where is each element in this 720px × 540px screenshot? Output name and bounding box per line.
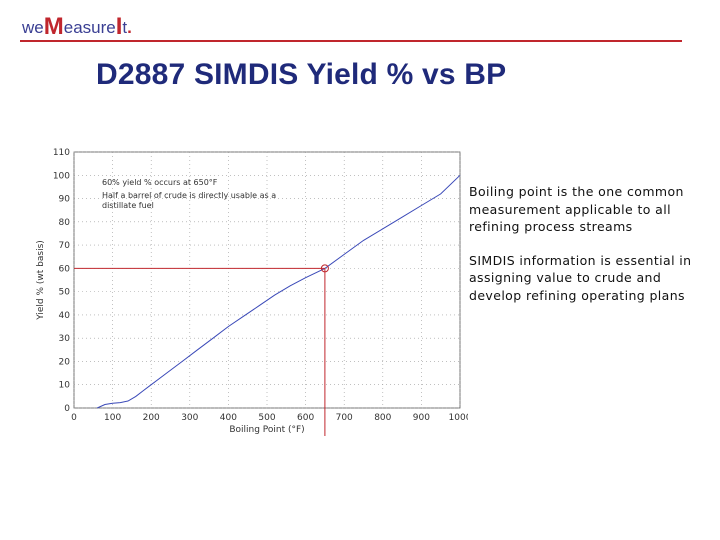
- x-tick-label: 900: [413, 413, 430, 423]
- bullet-simdis-info: SIMDIS information is essential in assig…: [469, 252, 692, 303]
- logo-letter-i: I: [115, 13, 123, 40]
- x-tick-label: 0: [71, 413, 77, 423]
- logo-letter-m: M: [43, 13, 64, 40]
- y-tick-label: 110: [53, 148, 70, 158]
- x-axis-label: Boiling Point (°F): [229, 425, 304, 435]
- x-tick-label: 500: [258, 413, 275, 423]
- y-tick-label: 20: [59, 357, 71, 367]
- y-tick-label: 40: [59, 311, 71, 321]
- annotation-60pct: 60% yield % occurs at 650°F: [102, 178, 218, 187]
- y-tick-label: 10: [59, 381, 71, 391]
- company-logo: we M easure I t .: [22, 12, 132, 40]
- y-tick-label: 90: [59, 195, 71, 205]
- y-tick-label: 70: [59, 241, 71, 251]
- header-rule: [20, 40, 682, 42]
- y-tick-label: 80: [59, 218, 71, 228]
- y-axis-label: Yield % (wt basis): [36, 240, 46, 321]
- y-tick-label: 50: [59, 288, 71, 298]
- y-tick-label: 100: [53, 171, 70, 181]
- logo-text-easure: easure: [63, 18, 116, 37]
- bullet-boiling-point: Boiling point is the one common measurem…: [469, 184, 684, 234]
- y-tick-label: 30: [59, 334, 71, 344]
- x-tick-label: 700: [336, 413, 353, 423]
- x-tick-label: 600: [297, 413, 314, 423]
- logo-text-t: t: [122, 18, 128, 37]
- x-tick-label: 400: [220, 413, 237, 423]
- yield-curve-line: [96, 174, 461, 409]
- annotation-half-barrel: Half a barrel of crude is directly usabl…: [102, 191, 277, 210]
- logo-text-we: we: [22, 18, 44, 37]
- page-title: D2887 SIMDIS Yield % vs BP: [96, 58, 507, 91]
- x-tick-label: 800: [374, 413, 391, 423]
- x-tick-label: 100: [104, 413, 121, 423]
- logo-dot: .: [127, 18, 132, 37]
- x-tick-label: 200: [143, 413, 160, 423]
- y-tick-label: 60: [59, 264, 71, 274]
- y-tick-label: 0: [64, 404, 70, 414]
- bullet-list: Boiling point is the one common measurem…: [469, 183, 709, 320]
- highlight-marker: [320, 264, 329, 273]
- x-tick-label: 300: [181, 413, 198, 423]
